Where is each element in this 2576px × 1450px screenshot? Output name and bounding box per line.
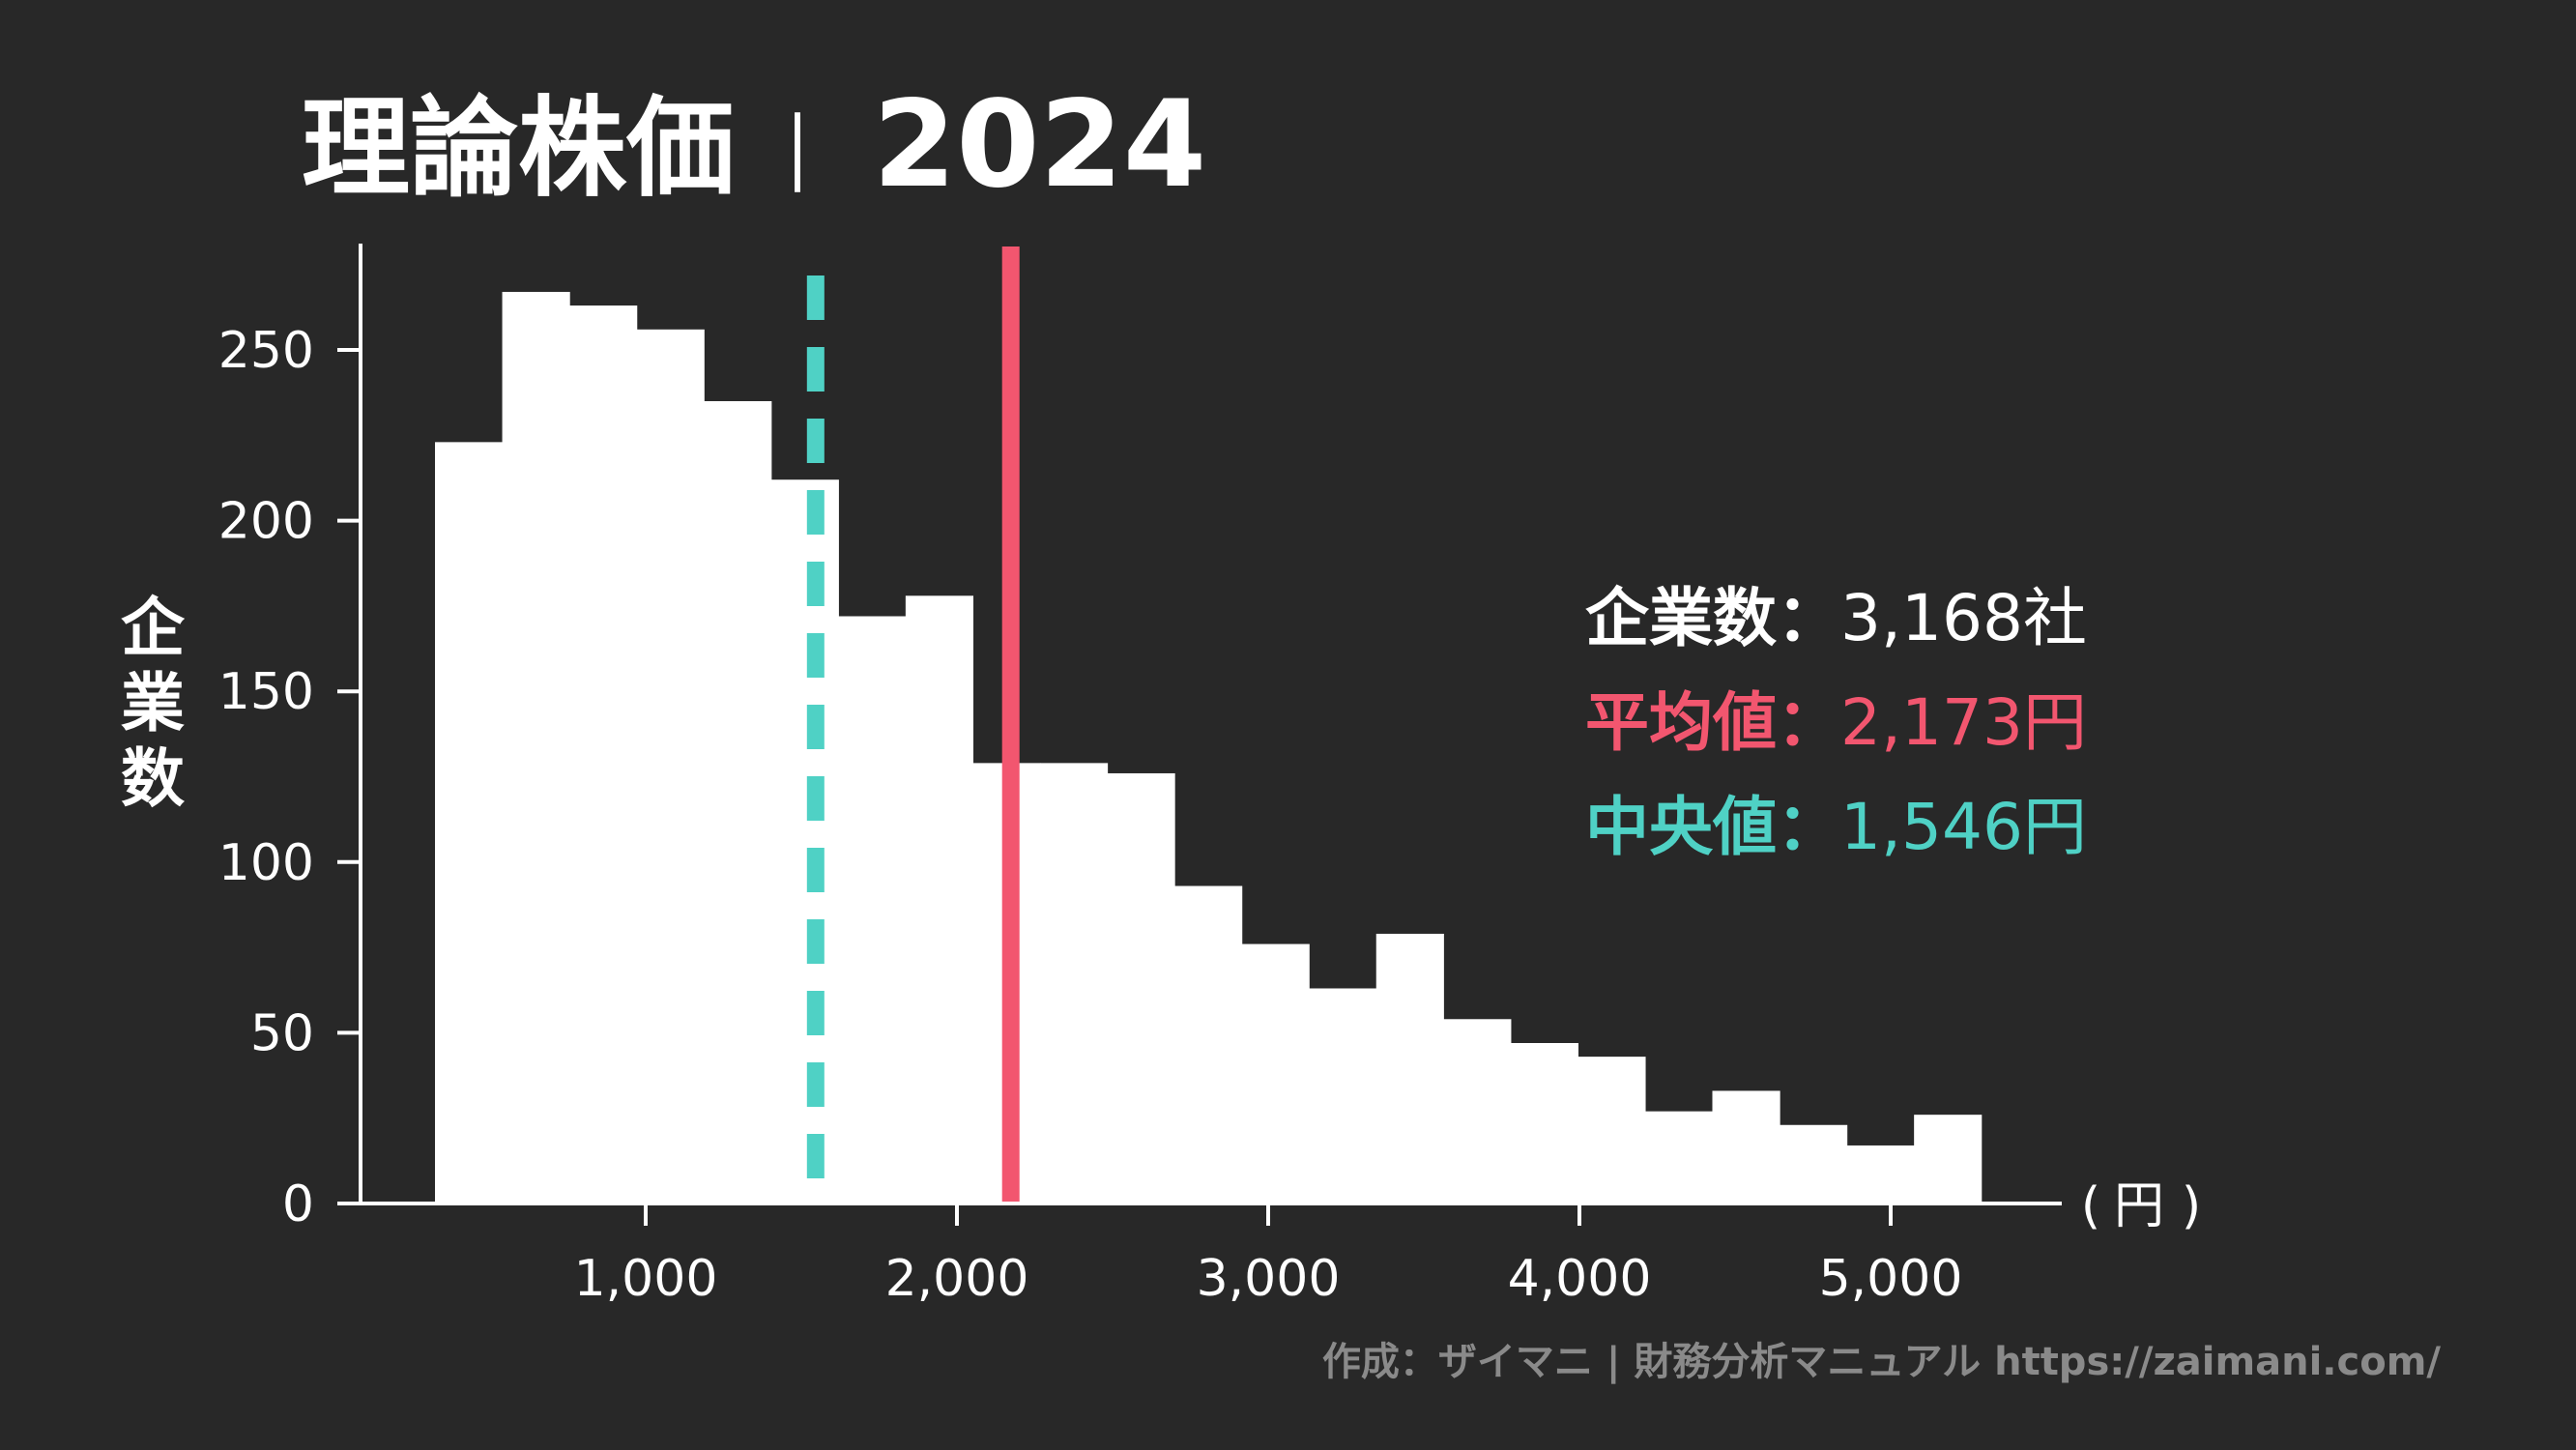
- stat-line: 中央値：1,546円: [1585, 790, 2087, 864]
- x-tick-label: 2,000: [885, 1250, 1029, 1308]
- chart-title-year: 2024: [873, 75, 1206, 215]
- histogram-bar: [1780, 1124, 1848, 1204]
- credit-text: 作成：ザイマニ | 財務分析マニュアル https://zaimani.com/: [1322, 1340, 2441, 1385]
- stat-separator: ：: [1777, 685, 1840, 760]
- histogram-bar: [770, 479, 839, 1204]
- x-tick-label: 4,000: [1508, 1250, 1652, 1308]
- x-tick-label: 3,000: [1197, 1250, 1341, 1308]
- x-axis-unit-char: 円: [2114, 1177, 2164, 1235]
- x-ticks: 1,000 2,000 3,000 4,000 5,000: [574, 1204, 1963, 1308]
- stat-separator: ：: [1777, 581, 1840, 655]
- y-tick-label: 0: [282, 1175, 314, 1233]
- histogram-bar: [636, 329, 705, 1204]
- x-tick-label: 5,000: [1819, 1250, 1963, 1308]
- y-tick-label: 50: [250, 1004, 314, 1062]
- histogram-bar: [1375, 933, 1444, 1204]
- histogram-bar: [1577, 1057, 1646, 1204]
- y-axis-label-char: 業: [121, 666, 185, 740]
- histogram-bar: [1309, 988, 1377, 1204]
- stat-label: 平均値: [1585, 685, 1777, 760]
- histogram-bar: [1644, 1111, 1714, 1204]
- x-tick-label: 1,000: [574, 1250, 718, 1308]
- y-axis-label: 企業数: [121, 591, 186, 816]
- stat-value: 3,168社: [1840, 581, 2087, 655]
- histogram-bar: [435, 442, 504, 1204]
- stat-label: 企業数: [1585, 581, 1777, 655]
- histogram-bar: [704, 400, 772, 1204]
- histogram-bar: [569, 305, 638, 1204]
- x-axis-unit-char: (: [2081, 1177, 2100, 1235]
- stat-label: 中央値: [1585, 790, 1777, 864]
- chart-title-separator: ｜: [759, 110, 836, 200]
- chart-title: 理論株価: [302, 86, 735, 212]
- histogram-bar: [1510, 1042, 1578, 1204]
- histogram-bar: [1712, 1090, 1780, 1204]
- histogram-bar: [1039, 763, 1109, 1204]
- histogram-bar: [1846, 1145, 1915, 1204]
- reference-lines: [806, 246, 1020, 1204]
- stat-value: 2,173円: [1840, 685, 2087, 760]
- stat-line: 平均値：2,173円: [1585, 685, 2087, 760]
- stat-value: 1,546円: [1840, 790, 2087, 864]
- histogram-bar: [502, 291, 570, 1204]
- x-axis-unit-char: ): [2182, 1177, 2201, 1235]
- y-tick-label: 250: [218, 322, 314, 380]
- histogram-bar: [1107, 772, 1175, 1204]
- y-tick-label: 200: [218, 493, 314, 551]
- histogram-bar: [1443, 1019, 1512, 1204]
- histogram-bar: [1914, 1115, 1983, 1204]
- y-axis-label-char: 数: [121, 741, 185, 816]
- stat-separator: ：: [1777, 790, 1840, 864]
- y-ticks: 0 50 100 150 200 250: [218, 322, 361, 1233]
- x-axis-label: (円): [2081, 1177, 2201, 1235]
- histogram-bar: [1241, 943, 1310, 1204]
- histogram-bar: [905, 595, 974, 1204]
- y-axis-label-char: 企: [121, 591, 186, 665]
- histogram-bar: [1174, 885, 1243, 1204]
- y-tick-label: 150: [218, 663, 314, 721]
- histogram-bars: [435, 291, 1983, 1204]
- stat-line: 企業数：3,168社: [1585, 581, 2087, 655]
- y-tick-label: 100: [218, 834, 314, 892]
- histogram-bar: [838, 616, 907, 1204]
